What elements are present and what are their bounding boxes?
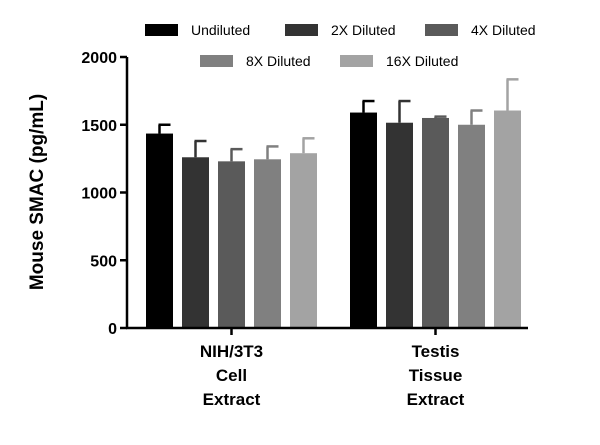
bar-8x-diluted (458, 124, 485, 328)
legend-label: 2X Diluted (331, 22, 396, 38)
legend-item: 16X Diluted (340, 53, 458, 69)
legend-swatch (285, 24, 318, 36)
legend-swatch (200, 55, 233, 67)
y-tick-label: 1500 (81, 118, 117, 135)
legend: Undiluted 2X Diluted 4X Diluted 8X Diluted 1… (145, 22, 536, 69)
axes: 0 500 1000 1500 2000 NIH/3T3 Cell Extract Testi… (81, 50, 528, 409)
bar-16x-diluted (290, 153, 317, 328)
y-tick-label: 0 (108, 321, 117, 338)
bar-16x-diluted (494, 110, 521, 329)
legend-label: 8X Diluted (246, 53, 311, 69)
legend-swatch (340, 55, 373, 67)
y-tick-label: 500 (90, 253, 117, 270)
x-tick-label: Tissue (409, 366, 463, 385)
bar-8x-diluted (254, 159, 281, 328)
legend-label: 16X Diluted (386, 53, 458, 69)
legend-label: 4X Diluted (471, 22, 536, 38)
y-tick-label: 2000 (81, 50, 117, 67)
x-tick-label: Extract (407, 390, 465, 409)
bar-2x-diluted (182, 157, 209, 328)
bar-undiluted (146, 133, 173, 328)
x-tick-label: NIH/3T3 (200, 342, 263, 361)
y-axis-label: Mouse SMAC (pg/mL) (27, 94, 48, 290)
legend-item: 4X Diluted (425, 22, 536, 38)
bar-2x-diluted (386, 122, 413, 328)
legend-item: 8X Diluted (200, 53, 311, 69)
y-tick-label: 1000 (81, 186, 117, 203)
bar-4x-diluted (218, 161, 245, 328)
bar-undiluted (350, 112, 377, 329)
legend-swatch (145, 24, 178, 36)
x-tick-label: Testis (412, 342, 460, 361)
legend-item: Undiluted (145, 22, 250, 38)
x-tick-label: Extract (203, 390, 261, 409)
legend-swatch (425, 24, 458, 36)
legend-item: 2X Diluted (285, 22, 396, 38)
legend-label: Undiluted (191, 22, 250, 38)
bars (146, 78, 521, 329)
y-ticks: 0 500 1000 1500 2000 (81, 50, 127, 338)
bar-4x-diluted (422, 117, 449, 328)
x-tick-label: Cell (216, 366, 247, 385)
x-ticks: NIH/3T3 Cell Extract Testis Tissue Extract (200, 328, 465, 409)
